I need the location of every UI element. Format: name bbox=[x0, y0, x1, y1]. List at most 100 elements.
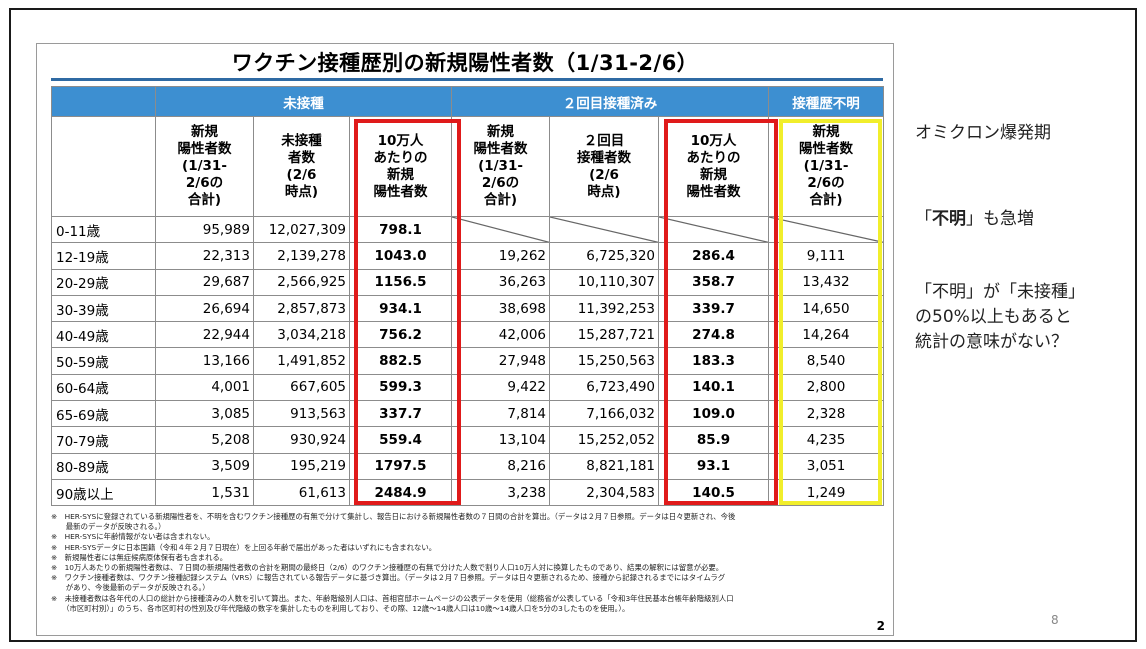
table-row: 60-64歳 4,001 667,605 599.3 9,422 6,723,490 140… bbox=[51, 373, 885, 402]
vax-new-cases-cell: 38,698 bbox=[451, 294, 551, 323]
unvax-per100k-cell: 756.2 bbox=[348, 321, 453, 349]
side-note-3-line-a: 「不明」が「未接種」 bbox=[915, 282, 1085, 302]
unvax-new-cases-cell: 5,208 bbox=[155, 426, 254, 454]
vax-per100k-cell: 93.1 bbox=[658, 452, 770, 480]
age-cell: 0-11歳 bbox=[51, 215, 156, 244]
document-title: ワクチン接種歴別の新規陽性者数（1/31-2/6） bbox=[231, 51, 699, 75]
unvax-new-cases-cell: 3,509 bbox=[155, 452, 254, 480]
footnote-line: があり、今後最新のデータが反映される。） bbox=[51, 583, 210, 593]
footnote-line: ※ HER-SYSデータに日本国籍（令和４年２月７日現在）を上回る年齢で届出があ… bbox=[51, 542, 437, 552]
vax-new-cases-cell: 7,814 bbox=[451, 400, 551, 428]
unknown-new-cases-cell: 2,800 bbox=[768, 373, 885, 402]
unvax-count-cell: 913,563 bbox=[253, 400, 350, 428]
header-vax-per100k: 10万人 あたりの 新規 陽性者数 bbox=[658, 116, 770, 217]
table-row: 40-49歳 22,944 3,034,218 756.2 42,006 15,287,7… bbox=[51, 321, 885, 349]
table-row: 65-69歳 3,085 913,563 337.7 7,814 7,166,032 109… bbox=[51, 400, 885, 428]
vax-count-cell bbox=[549, 215, 660, 244]
unvax-count-cell: 2,857,873 bbox=[253, 294, 350, 323]
vax-count-cell: 10,110,307 bbox=[549, 268, 660, 296]
vax-count-cell: 15,250,563 bbox=[549, 347, 660, 375]
unvax-per100k-cell: 798.1 bbox=[348, 215, 453, 244]
document-page-number: 2 bbox=[876, 619, 885, 633]
footnote-line: ※ HER-SYSに登録されている新規陽性者を、不明を含むワクチン接種歴の有無で… bbox=[51, 512, 736, 521]
vax-new-cases-cell: 13,104 bbox=[451, 426, 551, 454]
unvax-count-cell: 61,613 bbox=[253, 478, 350, 507]
header-vax-count: ２回目 接種者数 (2/6 時点) bbox=[549, 116, 660, 217]
table-row: 90歳以上 1,531 61,613 2484.9 3,238 2,304,583 140.… bbox=[51, 478, 885, 507]
unvax-new-cases-cell: 22,944 bbox=[155, 321, 254, 349]
unvax-new-cases-cell: 26,694 bbox=[155, 294, 254, 323]
age-cell: 30-39歳 bbox=[51, 294, 156, 323]
vax-new-cases-cell: 9,422 bbox=[451, 373, 551, 402]
unvax-per100k-cell: 934.1 bbox=[348, 294, 453, 323]
unvax-count-cell: 667,605 bbox=[253, 373, 350, 402]
unvax-new-cases-cell: 29,687 bbox=[155, 268, 254, 296]
age-cell: 50-59歳 bbox=[51, 347, 156, 375]
unvax-new-cases-cell: 1,531 bbox=[155, 478, 254, 507]
table-row: 12-19歳 22,313 2,139,278 1043.0 19,262 6,725,3… bbox=[51, 242, 885, 270]
header-vax-new-cases: 新規 陽性者数 (1/31- 2/6の 合計) bbox=[451, 116, 551, 217]
footnote-line: ※ 10万人あたりの新規陽性者数は、７日間の新規陽性者数の合計を期間の最終日（2… bbox=[51, 563, 724, 573]
age-cell: 12-19歳 bbox=[51, 242, 156, 270]
table-body: 0-11歳 95,989 12,027,309 798.1 12-19歳 22,313 2,… bbox=[51, 215, 885, 507]
vax-count-cell: 8,821,181 bbox=[549, 452, 660, 480]
age-cell: 80-89歳 bbox=[51, 452, 156, 480]
footnote-line: ※ ワクチン接種者数は、ワクチン接種記録システム（VRS）に報告されている報告デ… bbox=[51, 573, 726, 583]
unvax-count-cell: 1,491,852 bbox=[253, 347, 350, 375]
unvax-new-cases-cell: 95,989 bbox=[155, 215, 254, 244]
side-note-3: 「不明」が「未接種」 の50%以上もあると 統計の意味がない？ bbox=[915, 280, 1085, 355]
table-row: 20-29歳 29,687 2,566,925 1156.5 36,263 10,110,… bbox=[51, 268, 885, 296]
table-row: 0-11歳 95,989 12,027,309 798.1 bbox=[51, 215, 885, 244]
unknown-new-cases-cell: 13,432 bbox=[768, 268, 885, 296]
unvax-new-cases-cell: 22,313 bbox=[155, 242, 254, 270]
unvax-per100k-cell: 599.3 bbox=[348, 373, 453, 402]
header-unknown-new-cases: 新規 陽性者数 (1/31- 2/6の 合計) bbox=[768, 116, 885, 217]
unvax-per100k-cell: 559.4 bbox=[348, 426, 453, 454]
vax-count-cell: 6,723,490 bbox=[549, 373, 660, 402]
unvax-per100k-cell: 1043.0 bbox=[348, 242, 453, 270]
side-note-3-line-b: の50%以上もあると bbox=[915, 307, 1072, 327]
unvax-per100k-cell: 1797.5 bbox=[348, 452, 453, 480]
unknown-new-cases-cell: 14,264 bbox=[768, 321, 885, 349]
vax-per100k-cell: 140.1 bbox=[658, 373, 770, 402]
unknown-new-cases-cell: 4,235 bbox=[768, 426, 885, 454]
age-cell: 70-79歳 bbox=[51, 426, 156, 454]
vax-count-cell: 7,166,032 bbox=[549, 400, 660, 428]
sub-header-row: 新規 陽性者数 (1/31- 2/6の 合計) 未接種 者数 (2/6 時点) … bbox=[51, 116, 885, 217]
vax-count-cell: 15,287,721 bbox=[549, 321, 660, 349]
vax-new-cases-cell: 19,262 bbox=[451, 242, 551, 270]
age-cell: 90歳以上 bbox=[51, 478, 156, 507]
vax-new-cases-cell: 27,948 bbox=[451, 347, 551, 375]
unvax-new-cases-cell: 3,085 bbox=[155, 400, 254, 428]
table-row: 50-59歳 13,166 1,491,852 882.5 27,948 15,250,5… bbox=[51, 347, 885, 375]
unvax-per100k-cell: 337.7 bbox=[348, 400, 453, 428]
vax-new-cases-cell: 36,263 bbox=[451, 268, 551, 296]
unknown-new-cases-cell: 14,650 bbox=[768, 294, 885, 323]
unknown-new-cases-cell: 9,111 bbox=[768, 242, 885, 270]
vax-count-cell: 2,304,583 bbox=[549, 478, 660, 507]
unvax-count-cell: 2,139,278 bbox=[253, 242, 350, 270]
unvax-per100k-cell: 2484.9 bbox=[348, 478, 453, 507]
title-rule bbox=[51, 78, 883, 81]
side-note-2-bold: 不明 bbox=[932, 209, 966, 229]
table-row: 30-39歳 26,694 2,857,873 934.1 38,698 11,392,2… bbox=[51, 294, 885, 323]
vax-per100k-cell: 358.7 bbox=[658, 268, 770, 296]
vax-per100k-cell bbox=[658, 215, 770, 244]
unvax-per100k-cell: 1156.5 bbox=[348, 268, 453, 296]
side-note-2-rest: 」も急増 bbox=[966, 209, 1034, 229]
footnote-line: 最新のデータが反映される。） bbox=[51, 522, 166, 532]
group-unknown: 接種歴不明 bbox=[768, 86, 885, 117]
vaccination-table: 未接種 ２回目接種済み 接種歴不明 新規 陽性者数 (1/31- 2/6の 合計… bbox=[51, 86, 885, 507]
vax-per100k-cell: 286.4 bbox=[658, 242, 770, 270]
footnote-line: ※ 未接種者数は各年代の人口の総計から接種済みの人数を引いて算出。また、年齢階級… bbox=[51, 593, 734, 603]
side-note-3-line-c: 統計の意味がない？ bbox=[915, 332, 1068, 352]
unvax-new-cases-cell: 13,166 bbox=[155, 347, 254, 375]
unvax-count-cell: 3,034,218 bbox=[253, 321, 350, 349]
unknown-new-cases-cell bbox=[768, 215, 885, 244]
header-unvax-per100k: 10万人 あたりの 新規 陽性者数 bbox=[348, 116, 453, 217]
unvax-count-cell: 12,027,309 bbox=[253, 215, 350, 244]
unvax-per100k-cell: 882.5 bbox=[348, 347, 453, 375]
stub-header bbox=[51, 86, 156, 117]
side-note-2: 「不明」も急増 bbox=[915, 207, 1034, 232]
table-row: 70-79歳 5,208 930,924 559.4 13,104 15,252,052 8… bbox=[51, 426, 885, 454]
